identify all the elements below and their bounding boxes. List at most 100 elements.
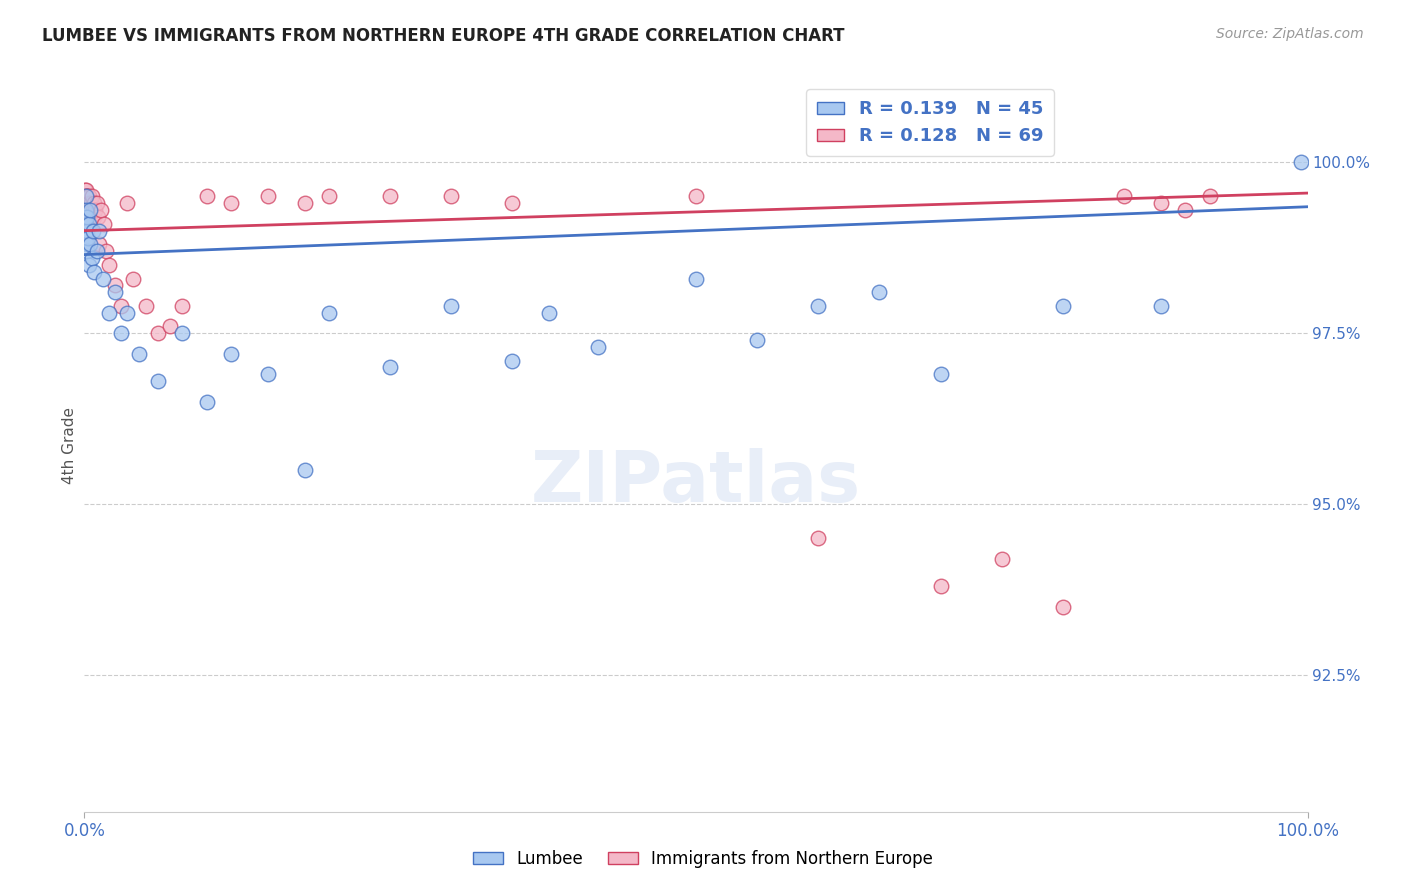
Point xyxy=(440,299,463,313)
Text: ZIPatlas: ZIPatlas xyxy=(531,448,860,517)
Point xyxy=(77,217,100,231)
Point xyxy=(75,189,97,203)
Point xyxy=(86,196,108,211)
Point xyxy=(77,230,100,244)
Point xyxy=(991,551,1014,566)
Point xyxy=(257,368,280,382)
Legend: R = 0.139   N = 45, R = 0.128   N = 69: R = 0.139 N = 45, R = 0.128 N = 69 xyxy=(806,89,1054,156)
Point xyxy=(128,347,150,361)
Point xyxy=(82,224,104,238)
Point xyxy=(87,237,110,252)
Point xyxy=(115,306,138,320)
Point xyxy=(1291,155,1313,169)
Point xyxy=(219,196,242,211)
Point xyxy=(1174,203,1197,218)
Point xyxy=(97,306,120,320)
Point xyxy=(75,210,97,224)
Point xyxy=(122,271,145,285)
Point xyxy=(1150,299,1173,313)
Point xyxy=(75,203,97,218)
Point xyxy=(93,217,115,231)
Point xyxy=(80,189,103,203)
Point xyxy=(79,203,101,218)
Point xyxy=(380,189,402,203)
Point xyxy=(79,237,101,252)
Point xyxy=(929,579,952,593)
Y-axis label: 4th Grade: 4th Grade xyxy=(62,408,77,484)
Point xyxy=(1198,189,1220,203)
Point xyxy=(83,265,105,279)
Point xyxy=(110,299,132,313)
Point xyxy=(83,196,105,211)
Point xyxy=(104,285,127,300)
Point xyxy=(96,244,118,259)
Point xyxy=(83,210,105,224)
Point xyxy=(79,203,101,218)
Point xyxy=(104,278,127,293)
Point xyxy=(195,189,218,203)
Point xyxy=(86,244,108,259)
Point xyxy=(76,210,98,224)
Point xyxy=(440,189,463,203)
Point xyxy=(318,306,340,320)
Point xyxy=(75,196,97,211)
Point xyxy=(77,196,100,211)
Point xyxy=(79,217,101,231)
Point xyxy=(76,210,98,224)
Point xyxy=(318,189,340,203)
Point xyxy=(294,196,316,211)
Point xyxy=(115,196,138,211)
Point xyxy=(75,217,97,231)
Point xyxy=(76,244,98,259)
Point xyxy=(685,189,707,203)
Point xyxy=(87,224,110,238)
Point xyxy=(80,196,103,211)
Point xyxy=(73,183,96,197)
Point xyxy=(1114,189,1136,203)
Point xyxy=(77,203,100,218)
Point xyxy=(76,189,98,203)
Point xyxy=(79,203,101,218)
Point xyxy=(75,203,97,218)
Point xyxy=(807,531,830,545)
Point xyxy=(586,340,609,354)
Text: Source: ZipAtlas.com: Source: ZipAtlas.com xyxy=(1216,27,1364,41)
Point xyxy=(77,210,100,224)
Legend: Lumbee, Immigrants from Northern Europe: Lumbee, Immigrants from Northern Europe xyxy=(467,844,939,875)
Point xyxy=(869,285,891,300)
Point xyxy=(75,196,97,211)
Point xyxy=(75,183,97,197)
Point xyxy=(219,347,242,361)
Point xyxy=(807,299,830,313)
Point xyxy=(76,196,98,211)
Point xyxy=(294,463,316,477)
Point xyxy=(76,196,98,211)
Point xyxy=(97,258,120,272)
Point xyxy=(538,306,561,320)
Point xyxy=(685,271,707,285)
Point xyxy=(502,196,524,211)
Point xyxy=(75,210,97,224)
Point xyxy=(75,189,97,203)
Text: LUMBEE VS IMMIGRANTS FROM NORTHERN EUROPE 4TH GRADE CORRELATION CHART: LUMBEE VS IMMIGRANTS FROM NORTHERN EUROP… xyxy=(42,27,845,45)
Point xyxy=(75,189,97,203)
Point xyxy=(82,210,104,224)
Point xyxy=(146,374,169,388)
Point xyxy=(502,353,524,368)
Point xyxy=(75,203,97,218)
Point xyxy=(76,237,98,252)
Point xyxy=(257,189,280,203)
Point xyxy=(76,224,98,238)
Point xyxy=(75,196,97,211)
Point xyxy=(75,203,97,218)
Point xyxy=(84,203,107,218)
Point xyxy=(77,258,100,272)
Point xyxy=(1052,599,1074,614)
Point xyxy=(76,210,98,224)
Point xyxy=(159,319,181,334)
Point xyxy=(77,189,100,203)
Point xyxy=(76,189,98,203)
Point xyxy=(76,203,98,218)
Point xyxy=(110,326,132,341)
Point xyxy=(91,271,114,285)
